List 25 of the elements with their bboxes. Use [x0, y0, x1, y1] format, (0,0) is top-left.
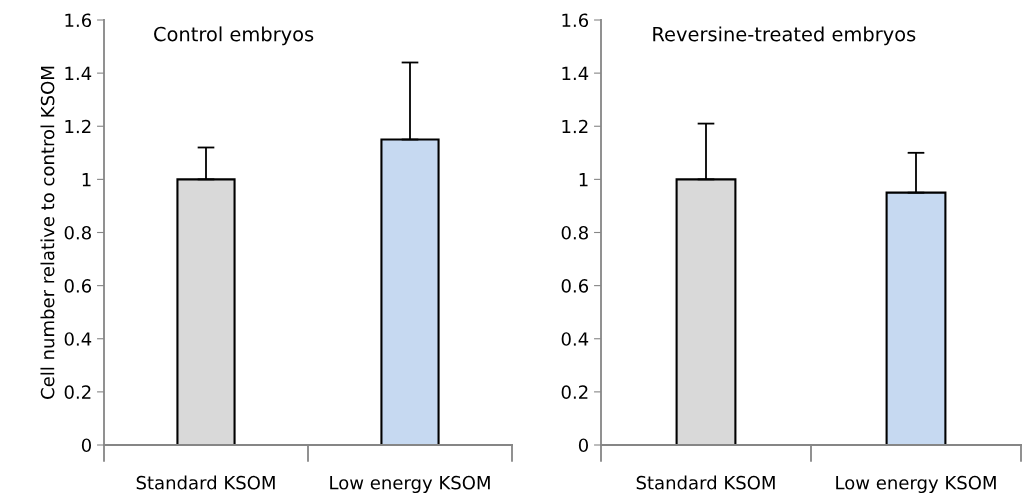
y-tick-label: 1: [579, 173, 588, 187]
chart-title: Control embryos: [154, 26, 314, 46]
y-tick-label: 0.6: [561, 279, 589, 293]
chart-title: Reversine-treated embryos: [653, 26, 916, 46]
y-tick-label: 1.4: [562, 66, 589, 80]
x-tick-label: Low energy KSOM: [330, 475, 490, 494]
y-axis-title: Cell number relative to control KSOM: [40, 66, 55, 399]
y-tick-label: 0.6: [64, 279, 92, 293]
y-tick-label: 0.2: [64, 385, 91, 399]
y-tick-label: 1.2: [562, 119, 588, 134]
y-tick-label: 0.8: [561, 225, 588, 240]
y-tick-label: 1.6: [65, 13, 92, 28]
y-tick-label: 0.8: [64, 225, 91, 240]
y-tick-label: 0.2: [561, 385, 588, 399]
x-tick-label: Standard KSOM: [636, 475, 775, 490]
y-tick-label: 0: [81, 438, 91, 453]
y-tick-label: 0: [578, 438, 588, 453]
y-tick-label: 1.2: [65, 119, 91, 134]
y-tick-label: 1: [82, 173, 91, 187]
y-tick-label: 0.4: [64, 332, 92, 346]
x-tick-label: Low energy KSOM: [836, 475, 996, 494]
x-tick-label: Standard KSOM: [136, 475, 275, 490]
y-tick-label: 0.4: [561, 332, 589, 346]
y-tick-label: 1.4: [65, 66, 92, 80]
y-tick-label: 1.6: [562, 13, 589, 28]
